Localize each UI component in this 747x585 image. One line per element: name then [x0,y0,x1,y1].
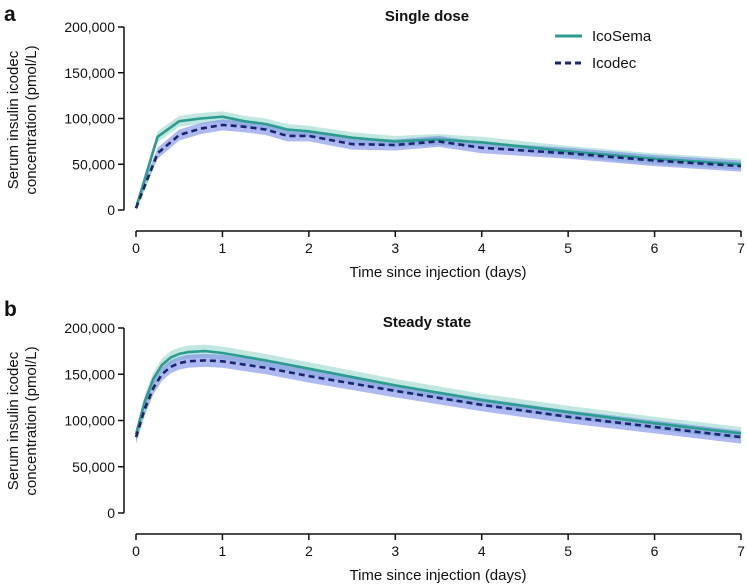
panel-b-ylabel-line2: concentration (pmol/L) [23,346,40,495]
panel-b-x-tick-label: 0 [132,543,140,559]
panel-a-x-tick-label: 1 [219,240,227,256]
panel-a-x-tick-label: 6 [651,240,659,256]
panel-b-icodec-line [134,359,742,439]
panel-b-ylabel-line1: Serum insulin icodec [5,351,22,490]
panel-a-x-tick-label: 7 [737,240,745,256]
panel-b-xlabel: Time since injection (days) [349,567,526,584]
panel-b-x-tick-label: 7 [737,543,745,559]
panel-a-lines [134,115,742,209]
panel-b-icosema-line [134,349,742,435]
panel-b-y-tick-label: 0 [107,505,115,521]
panel-b-y-tick-label: 200,000 [64,320,115,336]
panel-b-title: Steady state [383,314,471,331]
panel-a-ylabel-line2: concentration (pmol/L) [23,45,40,194]
panel-b-x-tick-label: 3 [391,543,399,559]
panel-b-plot: 0 50,000 100,000 150,000 200,000 0 1 2 3 4 5 6 7 [64,320,745,559]
legend-icodec-label: Icodec [592,55,637,72]
panel-b-x-tick-label: 4 [478,543,486,559]
panel-b-lines [134,349,742,439]
panel-a-bands [136,111,741,210]
panel-b-x-axis: 0 1 2 3 4 5 6 7 [132,533,745,559]
panel-a-legend: IcoSema Icodec [555,28,652,72]
panel-b-letter: b [4,298,17,321]
panel-b-y-axis: 0 50,000 100,000 150,000 200,000 [64,320,125,521]
panel-b-x-tick-label: 2 [305,543,313,559]
legend-icosema-label: IcoSema [592,28,652,45]
panel-a-y-tick-label: 0 [107,202,115,218]
panel-a-x-tick-label: 3 [391,240,399,256]
panel-b-y-tick-label: 150,000 [64,366,115,382]
panel-a-plot: 0 50,000 100,000 150,000 200,000 0 1 2 3 4 5 6 7 [64,19,745,256]
panel-b-bands [136,344,741,444]
panel-a-y-tick-label: 150,000 [64,65,115,81]
panel-a-letter: a [4,3,16,26]
panel-b: b Steady state Serum insulin icodec conc… [4,298,745,584]
panel-b-y-tick-label: 100,000 [64,413,115,429]
panel-b-x-tick-label: 6 [651,543,659,559]
panel-a-icosema-line [134,115,742,209]
panel-a-x-tick-label: 2 [305,240,313,256]
panel-b-y-axis-label: Serum insulin icodec concentration (pmol… [5,346,40,495]
panel-b-x-tick-label: 5 [564,543,572,559]
panel-a: a Single dose IcoSema Icodec Serum insul… [4,3,745,281]
panel-b-x-tick-label: 1 [219,543,227,559]
panel-a-y-tick-label: 50,000 [72,156,115,172]
panel-a-icodec-ci-band [136,119,741,210]
panel-a-x-axis: 0 1 2 3 4 5 6 7 [132,230,745,256]
panel-a-y-axis: 0 50,000 100,000 150,000 200,000 [64,19,125,218]
panel-a-x-tick-label: 4 [478,240,486,256]
panel-a-x-tick-label: 0 [132,240,140,256]
panel-a-y-tick-label: 100,000 [64,111,115,127]
panel-a-title: Single dose [385,8,469,25]
panel-a-y-axis-label: Serum insulin icodec concentration (pmol… [5,45,40,194]
panel-a-x-tick-label: 5 [564,240,572,256]
panel-a-xlabel: Time since injection (days) [349,264,526,281]
panel-a-ylabel-line1: Serum insulin icodec [5,50,22,189]
panel-b-y-tick-label: 50,000 [72,459,115,475]
panel-a-y-tick-label: 200,000 [64,19,115,35]
